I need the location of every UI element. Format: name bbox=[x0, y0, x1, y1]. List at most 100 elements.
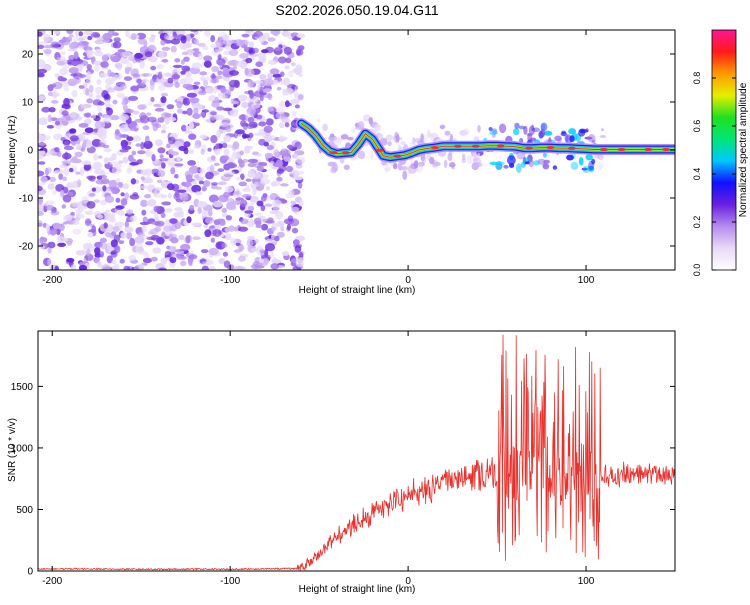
noise-speckle bbox=[43, 203, 49, 207]
noise-speckle bbox=[216, 58, 226, 66]
noise-speckle bbox=[47, 241, 56, 249]
noise-speckle bbox=[229, 238, 237, 246]
noise-speckle bbox=[60, 37, 71, 46]
noise-speckle bbox=[167, 77, 174, 84]
ridge-speckle bbox=[439, 124, 446, 130]
noise-speckle bbox=[211, 182, 218, 186]
noise-speckle bbox=[220, 40, 228, 46]
noise-speckle bbox=[224, 232, 232, 241]
noise-speckle bbox=[243, 125, 248, 130]
noise-speckle bbox=[160, 39, 166, 46]
noise-speckle bbox=[160, 257, 167, 265]
noise-speckle bbox=[166, 104, 175, 110]
noise-speckle bbox=[96, 104, 103, 113]
noise-speckle bbox=[98, 132, 107, 140]
noise-speckle bbox=[134, 118, 145, 123]
noise-speckle bbox=[186, 49, 195, 55]
noise-speckle bbox=[115, 178, 121, 183]
ridge-speckle bbox=[387, 141, 392, 147]
noise-speckle bbox=[128, 255, 137, 261]
noise-speckle bbox=[173, 192, 181, 201]
noise-speckle bbox=[144, 135, 150, 144]
noise-speckle bbox=[117, 72, 122, 80]
noise-speckle bbox=[109, 232, 116, 239]
ridge-speckle bbox=[561, 130, 566, 134]
ridge-speckle bbox=[443, 159, 448, 169]
ridge-speckle bbox=[540, 122, 548, 132]
noise-speckle bbox=[203, 55, 213, 62]
noise-speckle bbox=[269, 160, 275, 168]
noise-speckle bbox=[263, 78, 274, 87]
ridge-speckle bbox=[587, 134, 596, 143]
colorbar-tick-label: 0.2 bbox=[692, 216, 702, 229]
ridge-speckle bbox=[373, 124, 381, 131]
noise-speckle bbox=[61, 160, 72, 165]
noise-speckle bbox=[161, 58, 169, 63]
ridge-hotspot bbox=[375, 148, 384, 152]
noise-speckle bbox=[255, 224, 263, 228]
noise-speckle bbox=[199, 71, 208, 76]
ridge-speckle bbox=[343, 164, 350, 171]
noise-speckle bbox=[169, 218, 178, 224]
noise-speckle bbox=[240, 114, 246, 121]
noise-speckle bbox=[210, 35, 216, 43]
noise-speckle bbox=[171, 183, 180, 192]
noise-speckle bbox=[269, 251, 274, 258]
noise-speckle bbox=[113, 37, 121, 43]
noise-speckle bbox=[211, 73, 216, 80]
noise-speckle bbox=[137, 232, 146, 237]
noise-speckle bbox=[115, 205, 123, 210]
y-tick-label: -10 bbox=[19, 194, 34, 205]
noise-speckle bbox=[102, 185, 107, 192]
noise-speckle bbox=[115, 197, 121, 203]
noise-speckle bbox=[106, 255, 113, 264]
noise-speckle bbox=[45, 223, 50, 232]
ridge-hotspot bbox=[453, 144, 462, 148]
noise-speckle bbox=[172, 253, 177, 258]
ridge-speckle bbox=[569, 135, 575, 143]
noise-speckle bbox=[109, 114, 120, 121]
noise-speckle bbox=[265, 118, 274, 126]
noise-speckle bbox=[295, 163, 303, 169]
noise-speckle bbox=[252, 47, 259, 54]
noise-speckle bbox=[167, 116, 177, 122]
noise-speckle bbox=[150, 65, 157, 71]
colorbar-ticks: 0.0 0.2 0.4 0.6 0.8 bbox=[692, 72, 736, 276]
noise-speckle bbox=[265, 220, 275, 224]
ridge-speckle bbox=[421, 155, 427, 164]
ridge-speckle bbox=[499, 123, 507, 134]
noise-speckle bbox=[38, 185, 43, 192]
noise-speckle bbox=[126, 136, 134, 142]
noise-speckle bbox=[193, 174, 200, 179]
noise-speckle bbox=[130, 215, 137, 223]
ridge-speckle bbox=[477, 152, 481, 161]
noise-speckle bbox=[298, 199, 304, 207]
noise-speckle bbox=[247, 145, 254, 150]
ridge-speckle bbox=[542, 163, 550, 170]
colorbar-label: Normalized spectral amplitude bbox=[738, 82, 749, 217]
noise-speckle bbox=[267, 93, 273, 101]
noise-speckle bbox=[189, 121, 194, 130]
ridge-speckle bbox=[507, 155, 516, 166]
noise-speckle bbox=[92, 161, 103, 170]
noise-speckle bbox=[84, 210, 94, 216]
noise-speckle bbox=[160, 212, 166, 218]
noise-speckle bbox=[233, 226, 240, 232]
noise-speckle bbox=[45, 152, 51, 157]
ridge-speckle bbox=[400, 141, 406, 146]
noise-speckle bbox=[83, 161, 92, 165]
noise-speckle bbox=[174, 174, 179, 179]
noise-speckle bbox=[256, 200, 264, 207]
noise-speckle bbox=[92, 99, 102, 106]
ridge-speckle bbox=[585, 153, 593, 161]
noise-speckle bbox=[63, 167, 70, 176]
noise-speckle bbox=[217, 242, 222, 249]
noise-speckle bbox=[245, 57, 253, 64]
noise-speckle bbox=[64, 151, 69, 160]
noise-speckle bbox=[272, 199, 282, 207]
noise-speckle bbox=[87, 231, 94, 238]
noise-speckle bbox=[156, 64, 164, 70]
noise-speckle bbox=[93, 199, 101, 204]
noise-speckle bbox=[265, 239, 275, 243]
